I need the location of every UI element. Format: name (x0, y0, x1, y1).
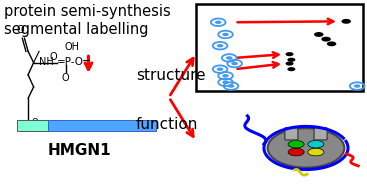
Text: O: O (49, 52, 57, 62)
Circle shape (228, 84, 234, 88)
Text: function: function (136, 117, 198, 132)
Ellipse shape (288, 148, 304, 156)
Ellipse shape (308, 140, 324, 148)
Text: NH: NH (39, 57, 54, 67)
Text: O: O (17, 25, 25, 35)
Text: protein semi-synthesis
segmental labelling: protein semi-synthesis segmental labelli… (4, 4, 171, 36)
FancyBboxPatch shape (285, 128, 298, 140)
Circle shape (286, 61, 294, 66)
Circle shape (222, 81, 229, 84)
Circle shape (327, 41, 336, 46)
Text: O: O (62, 73, 70, 83)
Circle shape (287, 58, 295, 62)
Text: −: − (82, 56, 91, 66)
Circle shape (217, 67, 224, 71)
Text: O: O (32, 118, 39, 127)
Text: HMGN1: HMGN1 (47, 143, 111, 158)
Circle shape (321, 37, 331, 42)
Circle shape (232, 62, 238, 65)
Circle shape (215, 21, 222, 24)
Text: =P-O: =P-O (57, 57, 84, 67)
Circle shape (268, 128, 344, 168)
FancyBboxPatch shape (314, 128, 327, 140)
Circle shape (226, 56, 232, 60)
Ellipse shape (308, 148, 324, 156)
Bar (196, 5, 363, 91)
Circle shape (314, 32, 324, 37)
Circle shape (222, 33, 229, 36)
Ellipse shape (288, 140, 304, 148)
Circle shape (286, 52, 294, 56)
Circle shape (222, 74, 229, 77)
Bar (17, 120, 48, 131)
Circle shape (217, 44, 224, 47)
Text: OH: OH (65, 42, 80, 52)
Bar (48, 120, 156, 131)
Text: structure: structure (136, 68, 206, 83)
Circle shape (354, 84, 360, 88)
Circle shape (287, 67, 295, 71)
Circle shape (341, 19, 351, 24)
